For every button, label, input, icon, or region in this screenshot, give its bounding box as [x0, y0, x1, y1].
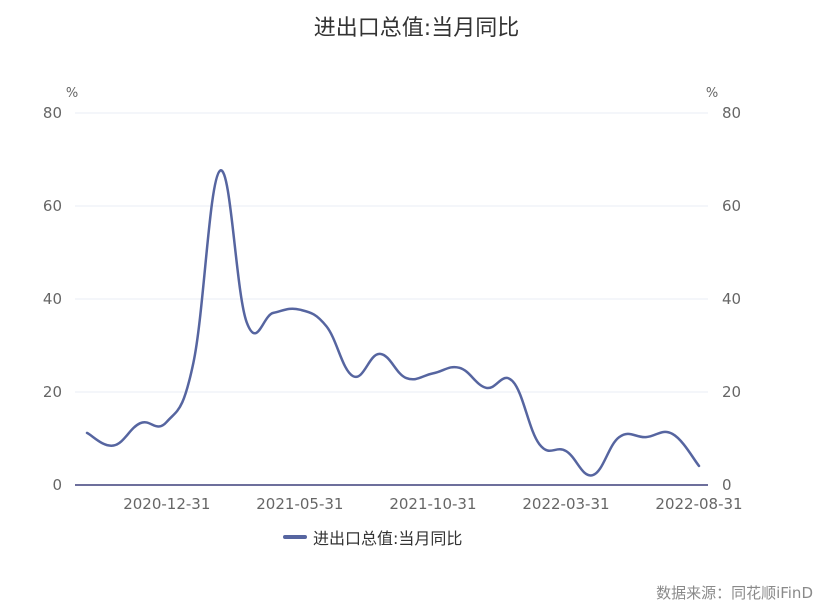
grid-layer [75, 112, 708, 393]
axis-layer: 0 0 20 20 40 40 60 60 80 80% % 2020-12-31 2021-05-31… [43, 86, 743, 513]
y-left-tick-label: 20 [43, 383, 62, 401]
y-right-unit: % [706, 86, 718, 101]
y-left-unit: % [66, 86, 78, 101]
x-tick-label: 2022-08-31 [655, 495, 742, 513]
y-left-tick-label: 80 [43, 104, 62, 122]
x-tick-label: 2021-10-31 [389, 495, 476, 513]
y-left-tick-label: 40 [43, 290, 62, 308]
y-right-tick-label: 0 [722, 476, 732, 494]
x-tick-label: 2020-12-31 [123, 495, 210, 513]
y-left-tick-label: 60 [43, 197, 62, 215]
y-right-tick-label: 80 [722, 104, 741, 122]
legend[interactable]: 进出口总值:当月同比 [283, 526, 462, 548]
y-left-tick-label: 0 [52, 476, 62, 494]
x-tick-label: 2021-05-31 [256, 495, 343, 513]
y-right-tick-label: 20 [722, 383, 741, 401]
series-layer [85, 169, 701, 477]
series-line [85, 169, 701, 477]
legend-swatch [283, 535, 307, 539]
y-right-tick-label: 60 [722, 197, 741, 215]
source-note: 数据来源：同花顺iFinD [656, 584, 813, 602]
x-tick-label: 2022-03-31 [522, 495, 609, 513]
y-right-tick-label: 40 [722, 290, 741, 308]
chart-title: 进出口总值:当月同比 [313, 16, 520, 41]
legend-label: 进出口总值:当月同比 [313, 529, 463, 548]
